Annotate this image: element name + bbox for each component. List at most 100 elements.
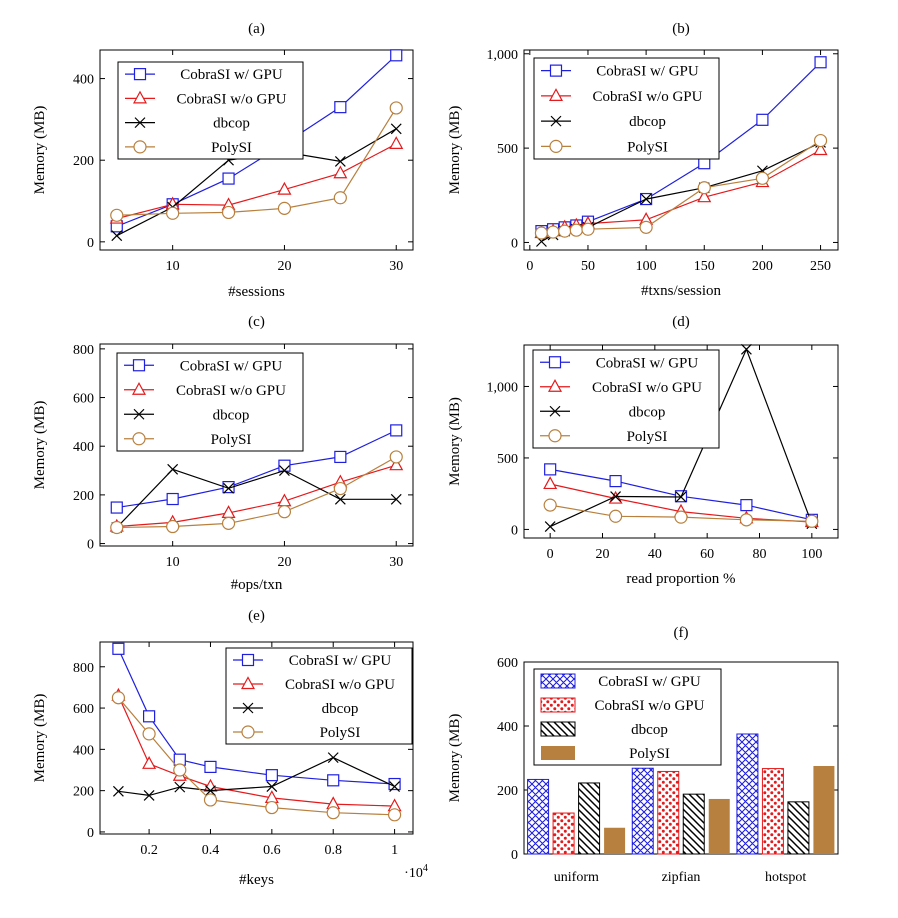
data-point — [813, 142, 828, 156]
legend-marker — [548, 88, 564, 101]
x-axis-label: #sessions — [228, 284, 285, 300]
data-point — [640, 193, 652, 205]
legend-entry: PolySI — [125, 140, 252, 156]
bar — [578, 782, 601, 855]
x-axis-label: #txns/session — [641, 283, 722, 299]
panel-b: (b) Memory (MB) #txns/session 0 50 100 150 200 2… — [447, 21, 839, 299]
data-point — [112, 785, 124, 797]
plot-frame — [99, 343, 414, 547]
data-point — [111, 691, 126, 705]
x-tick-label: 100 — [801, 547, 822, 562]
series-polysi — [534, 133, 828, 240]
bar — [682, 793, 705, 855]
x-tick-label: 1 — [391, 843, 398, 858]
data-point — [558, 224, 572, 238]
data-point — [390, 493, 402, 505]
data-point — [740, 343, 752, 355]
y-tick-label: 400 — [73, 73, 94, 88]
legend-marker — [242, 702, 254, 714]
legend-label: CobraSI w/o GPU — [285, 677, 395, 693]
data-point — [221, 205, 236, 220]
data-point — [697, 181, 711, 195]
x-tick-label: 30 — [389, 259, 403, 274]
legend-box — [532, 349, 720, 449]
legend-entry: CobraSI w/ GPU — [541, 64, 699, 80]
legend-label: CobraSI w/o GPU — [176, 91, 286, 107]
legend-swatch — [540, 673, 576, 689]
bar — [604, 827, 626, 854]
legend-marker — [131, 381, 147, 395]
y-axis-label: Memory (MB) — [447, 106, 463, 195]
legend-entry: dbcop — [233, 701, 358, 717]
series-polysi — [543, 498, 819, 528]
x-tick-label: 0.6 — [263, 843, 281, 858]
y-tick-label: 0 — [511, 848, 518, 863]
data-point — [390, 424, 403, 437]
series-line — [118, 756, 395, 797]
data-point — [110, 520, 124, 535]
x-tick-label: 20 — [596, 547, 610, 562]
legend-marker — [549, 405, 561, 417]
legend-box — [116, 352, 304, 452]
data-point — [697, 189, 712, 203]
panel-e: (e) Memory (MB) #keys 0.2 0.4 0.6 0.8 1 0 200 400 6… — [32, 608, 428, 888]
data-point — [173, 763, 187, 777]
y-tick-label: 500 — [497, 142, 518, 157]
data-point — [110, 208, 124, 222]
legend-label: dbcop — [629, 404, 666, 420]
legend-box — [225, 647, 413, 745]
y-axis-label: Memory (MB) — [32, 106, 48, 195]
y-tick-label: 600 — [73, 392, 94, 407]
y-tick-label: 0 — [87, 538, 94, 553]
legend-label: CobraSI w/ GPU — [180, 358, 283, 374]
legend-marker — [241, 653, 255, 667]
data-point — [277, 181, 292, 195]
legend-marker — [132, 432, 146, 446]
data-point — [221, 516, 236, 530]
y-axis-label: Memory (MB) — [447, 397, 463, 486]
legend-entry: CobraSI w/o GPU — [540, 378, 702, 396]
data-point — [110, 501, 123, 514]
data-point — [142, 727, 156, 741]
x-tick-label: 20 — [277, 555, 291, 570]
data-point — [534, 226, 549, 240]
data-point — [334, 156, 346, 167]
legend-label: CobraSI w/o GPU — [176, 383, 286, 399]
x-tick-label: 0.8 — [324, 843, 342, 858]
data-point — [390, 123, 402, 135]
panel-a: (a) Memory (MB) #sessions 10 20 30 0 200 400 Cobr… — [32, 21, 414, 300]
series-cobrasi-w-gpu — [110, 424, 403, 514]
y-axis-label: Memory (MB) — [32, 401, 48, 490]
legend-entry: dbcop — [125, 116, 250, 132]
series-line — [116, 468, 397, 528]
series-cobrasi-w-gpu — [112, 642, 401, 791]
data-point — [739, 513, 754, 527]
legend-label: PolySI — [211, 432, 252, 448]
data-point — [166, 492, 179, 506]
legend-entry: CobraSI w/ GPU — [233, 653, 391, 669]
panel-d: (d) Memory (MB) read proportion % 0 20 40 60 80… — [447, 314, 839, 587]
series-polysi — [111, 691, 402, 822]
data-point — [326, 806, 340, 820]
data-point — [544, 463, 557, 476]
legend-label: PolySI — [320, 725, 361, 741]
legend-marker — [134, 117, 146, 129]
data-point — [390, 49, 403, 62]
legend-label: CobraSI w/ GPU — [596, 355, 699, 371]
legend-entry: CobraSI w/ GPU — [540, 355, 698, 371]
y-axis-label: Memory (MB) — [32, 694, 48, 783]
x-tick-label: 150 — [694, 259, 715, 274]
series-cobrasi-w-o-gpu — [109, 457, 404, 532]
legend-marker — [547, 378, 563, 392]
bar — [552, 812, 575, 855]
legend-marker — [548, 429, 562, 443]
data-point — [143, 789, 155, 801]
legend-marker — [241, 725, 255, 739]
panel-label: (c) — [248, 314, 265, 330]
data-point — [608, 509, 623, 523]
data-point — [814, 56, 827, 69]
legend-label: CobraSI w/ GPU — [598, 674, 701, 690]
data-point — [334, 493, 346, 505]
bar — [736, 733, 759, 855]
y-tick-label: 600 — [73, 702, 94, 717]
